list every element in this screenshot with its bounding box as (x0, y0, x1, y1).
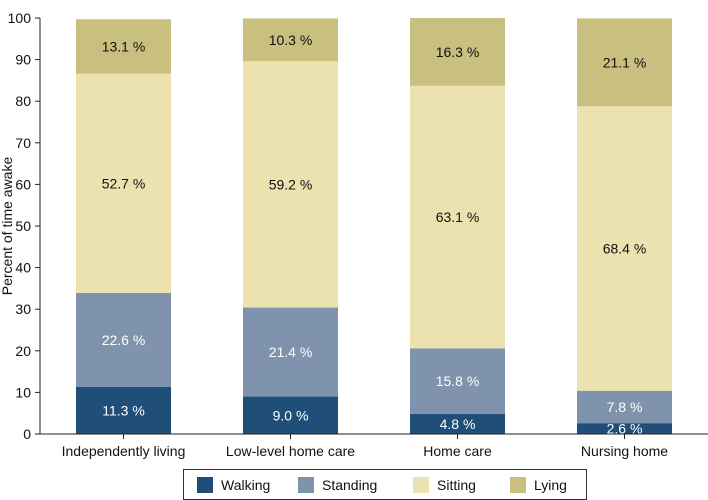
bar-walking-independently-living (76, 386, 171, 434)
bar-sitting-low-level-home-care (243, 61, 338, 308)
bar-sitting-home-care (410, 85, 505, 349)
data-label-lying-independently-living: 13.1 % (102, 38, 146, 54)
y-tick-label-0: 0 (23, 426, 31, 442)
data-label-standing-independently-living: 22.6 % (102, 332, 146, 348)
bar-sitting-independently-living (76, 73, 171, 293)
bar-sitting-nursing-home (577, 106, 672, 391)
legend-label-walking: Walking (221, 477, 270, 493)
x-tick-label-independently-living: Independently living (62, 443, 186, 459)
y-axis-title: Percent of time awake (0, 157, 15, 296)
bar-lying-low-level-home-care (243, 18, 338, 62)
data-label-sitting-nursing-home: 68.4 % (603, 240, 647, 256)
bar-lying-independently-living (76, 19, 171, 74)
x-tick-label-low-level-home-care: Low-level home care (226, 443, 355, 459)
legend-swatch-sitting (413, 477, 429, 493)
data-label-lying-nursing-home: 21.1 % (603, 54, 647, 70)
bar-standing-nursing-home (577, 390, 672, 424)
bar-walking-home-care (410, 414, 505, 434)
data-label-lying-home-care: 16.3 % (436, 44, 480, 60)
data-label-standing-low-level-home-care: 21.4 % (269, 344, 313, 360)
y-tick-label-30: 30 (15, 301, 31, 317)
y-tick-label-70: 70 (15, 135, 31, 151)
legend-swatch-walking (197, 477, 213, 493)
data-label-standing-home-care: 15.8 % (436, 373, 480, 389)
bar-lying-home-care (410, 18, 505, 86)
y-tick-label-40: 40 (15, 260, 31, 276)
data-label-walking-low-level-home-care: 9.0 % (273, 407, 309, 423)
y-axis-title-group: Percent of time awake (0, 157, 15, 296)
legend-label-lying: Lying (534, 477, 567, 493)
y-tick-label-100: 100 (8, 10, 32, 26)
x-tick-label-nursing-home: Nursing home (581, 443, 668, 459)
data-label-lying-low-level-home-care: 10.3 % (269, 32, 313, 48)
y-tick-label-50: 50 (15, 218, 31, 234)
data-label-sitting-independently-living: 52.7 % (102, 175, 146, 191)
data-label-sitting-home-care: 63.1 % (436, 209, 480, 225)
legend-label-standing: Standing (322, 477, 377, 493)
bar-standing-home-care (410, 348, 505, 415)
bar-lying-nursing-home (577, 18, 672, 107)
y-tick-label-20: 20 (15, 343, 31, 359)
data-label-walking-home-care: 4.8 % (440, 416, 476, 432)
x-tick-label-home-care: Home care (423, 443, 492, 459)
bar-standing-independently-living (76, 292, 171, 387)
y-tick-label-90: 90 (15, 52, 31, 68)
legend-label-sitting: Sitting (437, 477, 476, 493)
y-axis: 0 10 20 30 40 50 60 70 80 90 100 (8, 10, 41, 442)
data-label-standing-nursing-home: 7.8 % (607, 399, 643, 415)
bars (76, 18, 672, 434)
data-label-walking-independently-living: 11.3 % (102, 402, 145, 418)
y-tick-label-80: 80 (15, 93, 31, 109)
legend-swatch-lying (510, 477, 526, 493)
y-tick-label-60: 60 (15, 176, 31, 192)
x-axis: Independently living Low-level home care H… (40, 433, 708, 459)
data-label-sitting-low-level-home-care: 59.2 % (269, 176, 313, 192)
legend: Walking Standing Sitting Lying (183, 469, 587, 500)
y-tick-label-10: 10 (15, 384, 31, 400)
data-label-walking-nursing-home: 2.6 % (607, 421, 643, 437)
bar-walking-nursing-home (577, 423, 672, 434)
bar-walking-low-level-home-care (243, 396, 338, 434)
bar-labels: 11.3 % 22.6 % 52.7 % 13.1 % 9.0 % 21.4 % 59.2 … (102, 32, 647, 437)
bar-standing-low-level-home-care (243, 307, 338, 397)
legend-swatch-standing (298, 477, 314, 493)
